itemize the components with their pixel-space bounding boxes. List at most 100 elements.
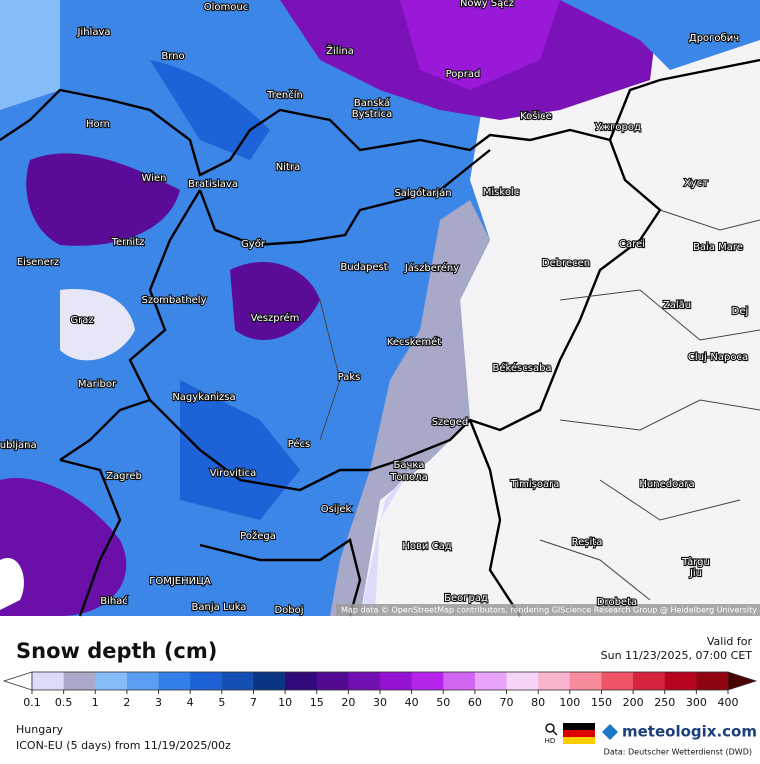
city-label: Nitra (276, 162, 300, 173)
colorbar-bin (32, 672, 65, 690)
city-label: Хуст (684, 178, 708, 189)
city-label: Ужгород (595, 122, 641, 133)
legend-title: Snow depth (cm) (16, 639, 217, 663)
colorbar-tick-label: 7 (250, 696, 257, 709)
city-label: Banja Luka (192, 602, 247, 613)
brand: meteologix.com (622, 723, 757, 741)
colorbar-bin (316, 672, 349, 690)
city-label: Нови Сад (402, 541, 451, 552)
colorbar-tick-label: 4 (187, 696, 194, 709)
city-label: Győr (241, 238, 266, 250)
city-label: Olomouc (204, 2, 248, 13)
city-label: Salgótarján (394, 187, 451, 199)
city-label: Bihać (100, 595, 128, 607)
colorbar-tick-label: 0.1 (23, 696, 41, 709)
colorbar-tick-label: 3 (155, 696, 162, 709)
city-label: Бачка (393, 460, 424, 471)
colorbar-tick-label: 15 (310, 696, 324, 709)
colorbar-bin (380, 672, 413, 690)
city-label: Paks (338, 372, 361, 383)
city-label: Békéscsaba (492, 362, 551, 374)
colorbar-over (727, 671, 758, 691)
city-label: ГОМЈЕНИЦА (149, 576, 211, 587)
colorbar-bin (253, 672, 286, 690)
city-label: Jihlava (76, 27, 110, 38)
city-label: Târgu (681, 556, 710, 568)
city-label: Zagreb (106, 471, 142, 482)
city-label: Doboj (274, 605, 303, 616)
colorbar: 0.1 0.5 1 2 3 4 5 7 10 15 20 30 40 50 60 70 80 100 150 200 2… (2, 671, 758, 709)
colorbar-bin (506, 672, 539, 690)
valid-time: Sun 11/23/2025, 07:00 CET (601, 649, 753, 662)
colorbar-bin (190, 672, 223, 690)
city-label: Nowy Sącz (460, 0, 514, 9)
colorbar-bin (126, 672, 160, 690)
region: Hungary (16, 723, 63, 736)
city-label: Топола (389, 472, 427, 483)
city-label: Wien (142, 173, 167, 184)
city-label: Virovitica (210, 468, 256, 479)
city-label: Košice (520, 110, 552, 122)
city-label: Drobeta (597, 597, 637, 608)
city-label: Hunedoara (639, 479, 694, 490)
colorbar-bin (285, 672, 318, 690)
colorbar-bin (348, 672, 381, 690)
colorbar-bin (696, 672, 729, 690)
city-label: Miskolc (483, 187, 519, 198)
city-label: Carei (619, 239, 645, 250)
city-label: Pécs (288, 438, 311, 450)
colorbar-tick-label: 1 (92, 696, 99, 709)
city-label: Дрогобич (689, 33, 739, 44)
colorbar-tick-label: 150 (591, 696, 612, 709)
colorbar-bin (95, 672, 128, 690)
colorbar-tick-label: 70 (500, 696, 514, 709)
city-label: Szeged (432, 417, 469, 428)
city-label: Graz (70, 315, 93, 326)
city-label: Jiu (689, 568, 702, 579)
city-label: Ternitz (111, 237, 145, 248)
city-label: Београд (444, 593, 488, 604)
city-label: Poprad (446, 69, 481, 80)
logo: HD meteologix.com Data: Deutscher Wetter… (545, 723, 757, 757)
colorbar-tick-label: 5 (218, 696, 225, 709)
city-label: Kecskemét (387, 336, 441, 348)
city-label: Dej (732, 306, 749, 317)
city-label: Brno (161, 51, 184, 62)
model-run: ICON-EU (5 days) from 11/19/2025/00z (16, 739, 231, 752)
colorbar-bin (538, 672, 571, 690)
city-label: Banská (354, 97, 390, 109)
data-source: Data: Deutscher Wetterdienst (DWD) (604, 748, 752, 757)
city-label: Žilina (326, 44, 354, 57)
colorbar-under (2, 671, 33, 691)
colorbar-bin (633, 672, 666, 690)
city-label: Jászberény (404, 262, 459, 274)
colorbar-tick-label: 400 (718, 696, 739, 709)
city-label: Timișoara (510, 479, 560, 490)
city-label: Horn (86, 119, 110, 130)
city-label: Budapest (340, 262, 387, 273)
colorbar-tick-label: 80 (531, 696, 545, 709)
colorbar-tick-label: 0.5 (55, 696, 73, 709)
city-label: Szombathely (141, 295, 206, 306)
colorbar-bin (474, 672, 508, 690)
city-label: Požega (240, 530, 276, 542)
colorbar-tick-label: 10 (278, 696, 292, 709)
colorbar-tick-label: 2 (123, 696, 130, 709)
colorbar-tick-label: 40 (405, 696, 419, 709)
colorbar-tick-label: 300 (686, 696, 707, 709)
colorbar-bin (221, 672, 254, 690)
colorbar-tick-label: 100 (559, 696, 580, 709)
city-labels: Olomouc Nowy Sącz Jihlava Žilina Дрогобич Brn… (0, 0, 749, 617)
colorbar-bin (63, 672, 96, 690)
city-label: Debrecen (542, 258, 590, 269)
city-label: Zalău (663, 300, 691, 311)
city-label: Eisenerz (17, 257, 59, 268)
colorbar-tick-label: 60 (468, 696, 482, 709)
map: Map data © OpenStreetMap contributors, r… (0, 0, 760, 617)
hd-label: HD (545, 737, 556, 745)
city-label: Cluj-Napoca (688, 352, 748, 363)
colorbar-bin (158, 672, 191, 690)
city-label: Bystrica (352, 109, 392, 120)
valid-label: Valid for (707, 635, 753, 648)
